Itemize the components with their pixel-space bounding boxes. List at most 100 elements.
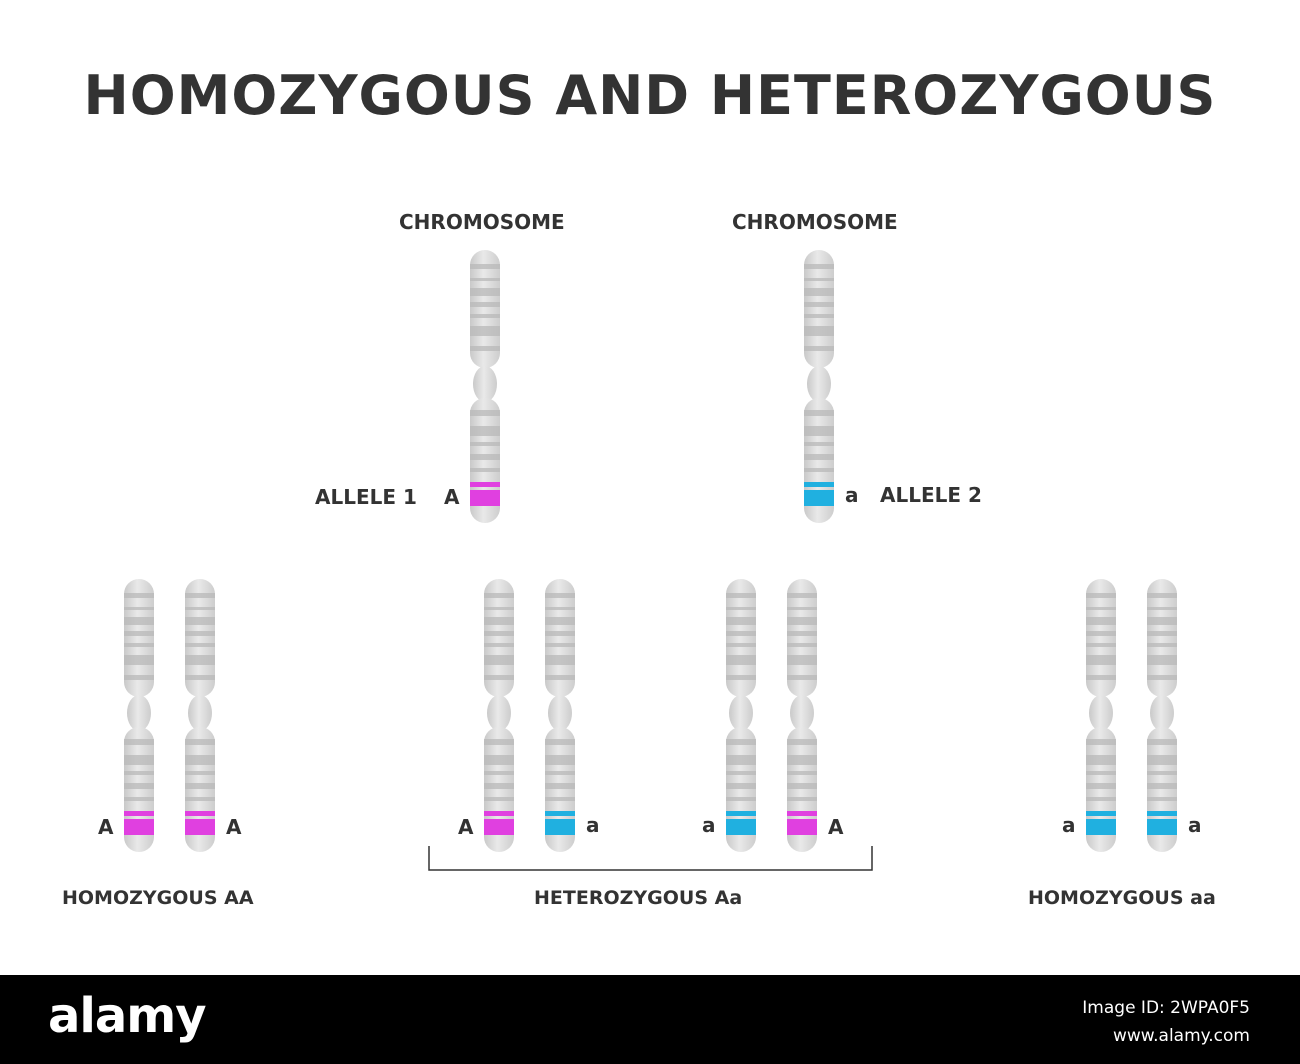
chromosome-band xyxy=(726,739,756,745)
centromere xyxy=(1150,695,1174,731)
chromosome-band xyxy=(545,771,575,775)
chromosome-band xyxy=(470,264,500,269)
chromosome-hom-aa-right xyxy=(1147,579,1177,852)
chromosome-band xyxy=(545,631,575,636)
chromosome-band xyxy=(484,797,514,801)
chromosome-band xyxy=(787,607,817,610)
chromosome-band xyxy=(185,797,215,801)
chromosome-band xyxy=(470,410,500,416)
chromosome-band xyxy=(787,783,817,789)
allele-band-stripe xyxy=(787,811,817,816)
chromosome-label-left: CHROMOSOME xyxy=(399,210,565,234)
chromosome-band xyxy=(470,302,500,307)
chromosome-band xyxy=(124,607,154,610)
chromosome-band xyxy=(787,593,817,598)
centromere xyxy=(487,695,511,731)
chromosome-band xyxy=(124,617,154,625)
chromosome-band xyxy=(470,346,500,351)
chromosome-band xyxy=(1086,643,1116,647)
chromosome-band xyxy=(124,755,154,765)
chromosome-band xyxy=(804,264,834,269)
chromosome-band xyxy=(484,783,514,789)
centromere xyxy=(807,366,831,402)
chromosome-band xyxy=(470,278,500,281)
chromosome-band xyxy=(484,655,514,665)
chromosome-band xyxy=(484,755,514,765)
centromere xyxy=(473,366,497,402)
chromosome-band xyxy=(185,783,215,789)
chromosome-band xyxy=(1147,631,1177,636)
chromosome-band xyxy=(726,655,756,665)
chromosome-band xyxy=(1147,783,1177,789)
diagram-title: HOMOZYGOUS AND HETEROZYGOUS xyxy=(83,64,1217,127)
chromosome-band xyxy=(124,771,154,775)
centromere xyxy=(127,695,151,731)
chromosome-band xyxy=(470,288,500,296)
chromosome-band xyxy=(1086,607,1116,610)
chromosome-band xyxy=(124,593,154,598)
chromosome-band xyxy=(185,617,215,625)
chromosome-band xyxy=(545,675,575,680)
chromosome-band xyxy=(185,655,215,665)
centromere xyxy=(188,695,212,731)
allele-band-stripe xyxy=(484,811,514,816)
allele-band xyxy=(1147,819,1177,835)
chromosome-band xyxy=(185,643,215,647)
chromosome-band xyxy=(124,631,154,636)
chromosome-band xyxy=(1086,675,1116,680)
chromosome-band xyxy=(185,739,215,745)
allele-band xyxy=(185,819,215,835)
allele-band-stripe xyxy=(124,811,154,816)
chromosome-band xyxy=(484,593,514,598)
allele-band xyxy=(787,819,817,835)
chromosome-band xyxy=(726,643,756,647)
chromosome-band xyxy=(1086,593,1116,598)
chromosome-band xyxy=(804,326,834,336)
chromosome-layer xyxy=(124,250,1177,871)
allele-band xyxy=(484,819,514,835)
chromosome-band xyxy=(470,454,500,460)
chromosome-band xyxy=(1147,655,1177,665)
chromosome-band xyxy=(726,631,756,636)
chromosome-band xyxy=(804,454,834,460)
chromosome-band xyxy=(470,468,500,472)
allele-band xyxy=(124,819,154,835)
chromosome-band xyxy=(484,675,514,680)
chromosome-band xyxy=(726,797,756,801)
chromosome-band xyxy=(484,617,514,625)
chromosome-band xyxy=(1086,617,1116,625)
chromosome-band xyxy=(1147,617,1177,625)
heterozygous-bracket xyxy=(428,846,873,871)
chromosome-band xyxy=(1086,755,1116,765)
allele-band-stripe xyxy=(545,811,575,816)
allele-band-stripe xyxy=(185,811,215,816)
hom-AA-left-letter: A xyxy=(98,815,114,839)
chromosome-band xyxy=(1147,739,1177,745)
chromosome-band xyxy=(1086,655,1116,665)
chromosome-band xyxy=(124,783,154,789)
chromosome-band xyxy=(787,739,817,745)
chromosome-het-pair2-right xyxy=(787,579,817,852)
het-caption: HETEROZYGOUS Aa xyxy=(534,887,743,909)
chromosome-band xyxy=(1086,797,1116,801)
brand-logo: alamy xyxy=(48,988,207,1044)
chromosome-band xyxy=(470,426,500,436)
allele-2-label: ALLELE 2 xyxy=(880,483,982,507)
chromosome-band xyxy=(726,783,756,789)
hom-aa-left-letter: a xyxy=(1062,813,1076,837)
chromosome-band xyxy=(726,593,756,598)
chromosome-band xyxy=(804,346,834,351)
chromosome-hom-AA-right xyxy=(185,579,215,852)
allele-band-stripe xyxy=(804,482,834,487)
chromosome-band xyxy=(185,755,215,765)
chromosome-band xyxy=(545,643,575,647)
chromosome-band xyxy=(804,288,834,296)
chromosome-top-allele-2 xyxy=(804,250,834,523)
chromosome-band xyxy=(787,631,817,636)
allele-2-letter: a xyxy=(845,483,859,507)
allele-band-stripe xyxy=(1147,811,1177,816)
allele-band xyxy=(726,819,756,835)
hom-aa-caption: HOMOZYGOUS aa xyxy=(1028,887,1216,909)
allele-band xyxy=(804,490,834,506)
centromere xyxy=(548,695,572,731)
